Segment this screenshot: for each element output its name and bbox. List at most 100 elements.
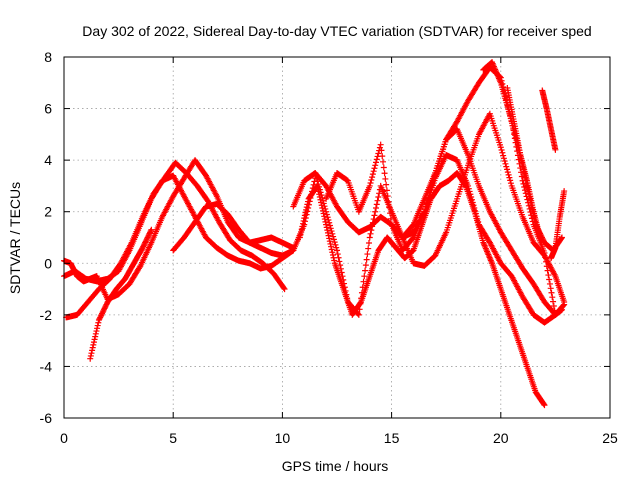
data-point <box>367 230 374 237</box>
data-point <box>95 319 102 326</box>
y-tick-label: -2 <box>40 307 53 323</box>
data-point <box>372 162 379 169</box>
data-point <box>365 245 372 252</box>
data-point <box>88 350 95 357</box>
data-point <box>363 256 370 263</box>
data-point <box>321 203 328 210</box>
data-point <box>537 234 544 241</box>
data-point <box>336 258 343 265</box>
data-point <box>332 241 339 248</box>
data-point <box>329 251 336 258</box>
data-point <box>379 153 386 160</box>
series-track-8 <box>312 110 568 318</box>
data-point <box>367 179 374 186</box>
data-point <box>474 216 481 223</box>
data-point <box>374 197 381 204</box>
data-point <box>550 303 557 310</box>
data-point <box>355 311 362 318</box>
data-point <box>331 257 338 264</box>
data-point <box>502 160 509 167</box>
data-point <box>318 192 325 199</box>
data-point <box>339 273 346 280</box>
data-point <box>384 193 391 200</box>
data-point <box>90 341 97 348</box>
data-point <box>501 158 508 165</box>
data-point <box>327 225 334 232</box>
axis-ticks <box>63 56 611 419</box>
data-point <box>298 226 305 233</box>
data-point <box>325 217 332 224</box>
data-point <box>382 175 389 182</box>
data-point <box>560 302 567 309</box>
data-point <box>371 212 378 219</box>
data-point <box>500 152 507 159</box>
y-tick-label: 8 <box>44 49 52 65</box>
data-point <box>342 287 349 294</box>
data-point <box>344 295 351 302</box>
data-point <box>545 272 552 279</box>
y-tick-label: 0 <box>44 255 52 271</box>
data-point <box>371 165 378 172</box>
data-point <box>381 170 388 177</box>
data-point <box>383 187 390 194</box>
y-axis-label: SDTVAR / TECUs <box>7 182 23 294</box>
data-point <box>505 171 512 178</box>
data-point <box>315 181 322 188</box>
data-point <box>326 235 333 242</box>
data-point <box>90 339 97 346</box>
data-point <box>468 196 475 203</box>
x-axis-label: GPS time / hours <box>282 458 389 474</box>
data-point <box>373 159 379 166</box>
data-point <box>546 280 553 287</box>
data-point <box>368 227 375 234</box>
y-tick-label: -4 <box>40 358 53 374</box>
data-point <box>548 289 555 296</box>
data-point <box>465 182 472 189</box>
data-point <box>296 234 303 241</box>
data-point <box>504 169 511 176</box>
data-point <box>302 209 309 216</box>
data-point <box>328 243 335 250</box>
data-point <box>91 336 98 343</box>
data-point <box>552 146 559 153</box>
data-point <box>466 188 473 195</box>
data-point <box>378 147 385 154</box>
data-point <box>326 222 333 229</box>
data-point <box>472 207 479 214</box>
data-point <box>550 298 557 305</box>
data-point <box>362 262 369 269</box>
data-point <box>324 229 331 236</box>
x-tick-label: 25 <box>602 430 618 446</box>
data-point <box>561 188 568 195</box>
data-point <box>373 205 379 212</box>
series-track-10 <box>399 126 568 318</box>
data-point <box>341 280 348 287</box>
data-point <box>370 168 377 175</box>
data-point <box>297 231 304 238</box>
data-point <box>92 333 99 340</box>
data-point <box>94 322 101 329</box>
y-tick-label: -6 <box>40 410 53 426</box>
data-point <box>304 198 311 205</box>
data-point <box>343 291 350 298</box>
data-point <box>317 189 324 196</box>
data-point <box>337 262 344 269</box>
data-point <box>333 244 340 251</box>
data-point <box>323 211 330 218</box>
data-point <box>316 186 323 193</box>
data-point <box>541 402 548 409</box>
data-point <box>375 193 382 200</box>
data-point <box>507 177 514 184</box>
data-point <box>340 276 347 283</box>
data-point <box>334 251 341 258</box>
data-point <box>471 205 478 212</box>
data-point <box>356 306 363 313</box>
x-tick-label: 20 <box>493 430 509 446</box>
data-point <box>362 267 369 274</box>
data-point <box>87 352 94 359</box>
data-point <box>473 213 480 220</box>
data-point <box>313 175 320 182</box>
data-point <box>334 247 340 254</box>
data-point <box>503 163 510 170</box>
